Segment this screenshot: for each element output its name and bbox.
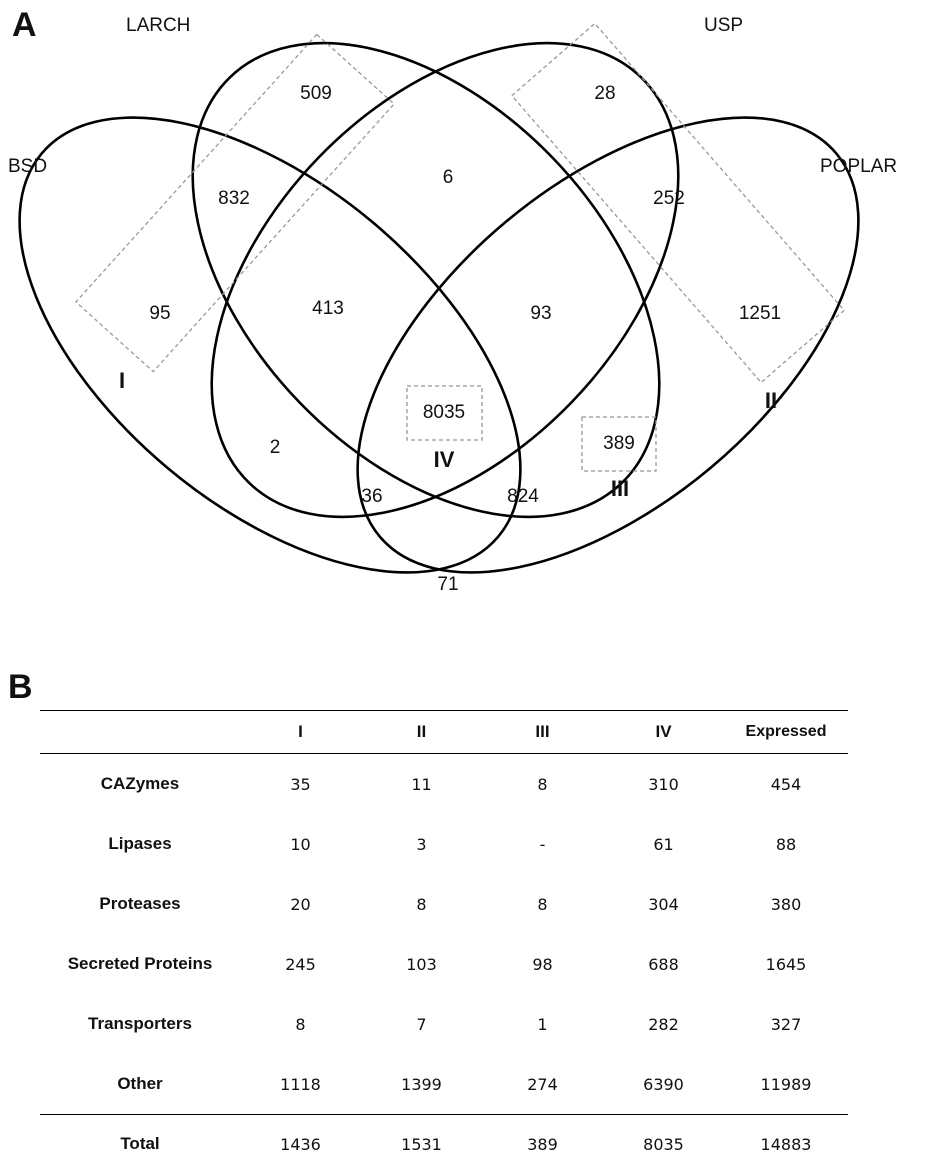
region-count: 95 — [149, 303, 170, 324]
group-label-i: I — [119, 368, 125, 393]
region-count: 252 — [653, 188, 685, 209]
region-count: 28 — [594, 83, 615, 104]
group-label-iii: III — [611, 476, 629, 501]
summary-table: I II III IV Expressed CAZymes 35 11 8 31… — [40, 710, 848, 1173]
table-cell: 245 — [240, 934, 361, 994]
table-row: Other 1118 1399 274 6390 11989 — [40, 1054, 848, 1115]
table-row: Transporters 8 7 1 282 327 — [40, 994, 848, 1054]
region-count: 71 — [437, 574, 458, 595]
table-row: Lipases 10 3 - 61 88 — [40, 814, 848, 874]
table-total-row: Total 1436 1531 389 8035 14883 — [40, 1115, 848, 1173]
venn-diagram: BSD LARCH USP POPLAR 509 28 6 832 252 95… — [0, 0, 927, 700]
region-count: 1251 — [739, 303, 781, 324]
table-cell: 1645 — [724, 934, 848, 994]
column-header: Expressed — [724, 711, 848, 754]
table-cell: 1118 — [240, 1054, 361, 1115]
table-cell: 380 — [724, 874, 848, 934]
group-label-ii: II — [765, 388, 777, 413]
table-cell: 11989 — [724, 1054, 848, 1115]
table-cell: 327 — [724, 994, 848, 1054]
region-count: 2 — [270, 437, 281, 458]
summary-table-container: I II III IV Expressed CAZymes 35 11 8 31… — [40, 710, 848, 1173]
table-cell: 282 — [603, 994, 724, 1054]
table-cell: 98 — [482, 934, 603, 994]
column-header: II — [361, 711, 482, 754]
column-header: IV — [603, 711, 724, 754]
table-cell: 14883 — [724, 1115, 848, 1173]
table-cell: 11 — [361, 754, 482, 815]
table-cell: 1 — [482, 994, 603, 1054]
table-cell: 8 — [240, 994, 361, 1054]
table-cell: - — [482, 814, 603, 874]
table-cell: 35 — [240, 754, 361, 815]
table-cell: 304 — [603, 874, 724, 934]
column-header: I — [240, 711, 361, 754]
row-label: Secreted Proteins — [40, 934, 240, 994]
table-cell: 688 — [603, 934, 724, 994]
table-cell: 1436 — [240, 1115, 361, 1173]
table-cell: 8 — [482, 874, 603, 934]
table-header-row: I II III IV Expressed — [40, 711, 848, 754]
column-header: III — [482, 711, 603, 754]
region-count: 93 — [530, 303, 551, 324]
bsd-ellipse — [0, 31, 601, 659]
row-label: Total — [40, 1115, 240, 1173]
row-label: CAZymes — [40, 754, 240, 815]
set-label-larch: LARCH — [126, 15, 190, 36]
region-count: 832 — [218, 188, 250, 209]
group-label-iv: IV — [434, 447, 455, 472]
table-cell: 274 — [482, 1054, 603, 1115]
table-cell: 3 — [361, 814, 482, 874]
table-cell: 310 — [603, 754, 724, 815]
table-cell: 8 — [482, 754, 603, 815]
row-label: Transporters — [40, 994, 240, 1054]
table-cell: 454 — [724, 754, 848, 815]
row-label: Lipases — [40, 814, 240, 874]
poplar-ellipse — [277, 31, 927, 659]
region-count: 8035 — [423, 402, 465, 423]
region-count: 824 — [507, 486, 539, 507]
set-label-bsd: BSD — [8, 156, 47, 177]
column-header — [40, 711, 240, 754]
table-row: Proteases 20 8 8 304 380 — [40, 874, 848, 934]
set-label-usp: USP — [704, 15, 743, 36]
region-count: 36 — [361, 486, 382, 507]
region-count: 509 — [300, 83, 332, 104]
table-cell: 61 — [603, 814, 724, 874]
table-cell: 389 — [482, 1115, 603, 1173]
table-row: Secreted Proteins 245 103 98 688 1645 — [40, 934, 848, 994]
table-cell: 1399 — [361, 1054, 482, 1115]
region-count: 6 — [443, 167, 454, 188]
table-row: CAZymes 35 11 8 310 454 — [40, 754, 848, 815]
table-cell: 8035 — [603, 1115, 724, 1173]
table-cell: 8 — [361, 874, 482, 934]
row-label: Proteases — [40, 874, 240, 934]
table-cell: 103 — [361, 934, 482, 994]
table-cell: 10 — [240, 814, 361, 874]
set-label-poplar: POPLAR — [820, 156, 897, 177]
table-cell: 20 — [240, 874, 361, 934]
row-label: Other — [40, 1054, 240, 1115]
region-count: 413 — [312, 298, 344, 319]
region-count: 389 — [603, 433, 635, 454]
table-cell: 88 — [724, 814, 848, 874]
table-cell: 7 — [361, 994, 482, 1054]
table-cell: 1531 — [361, 1115, 482, 1173]
panel-b-label: B — [8, 668, 33, 707]
table-cell: 6390 — [603, 1054, 724, 1115]
